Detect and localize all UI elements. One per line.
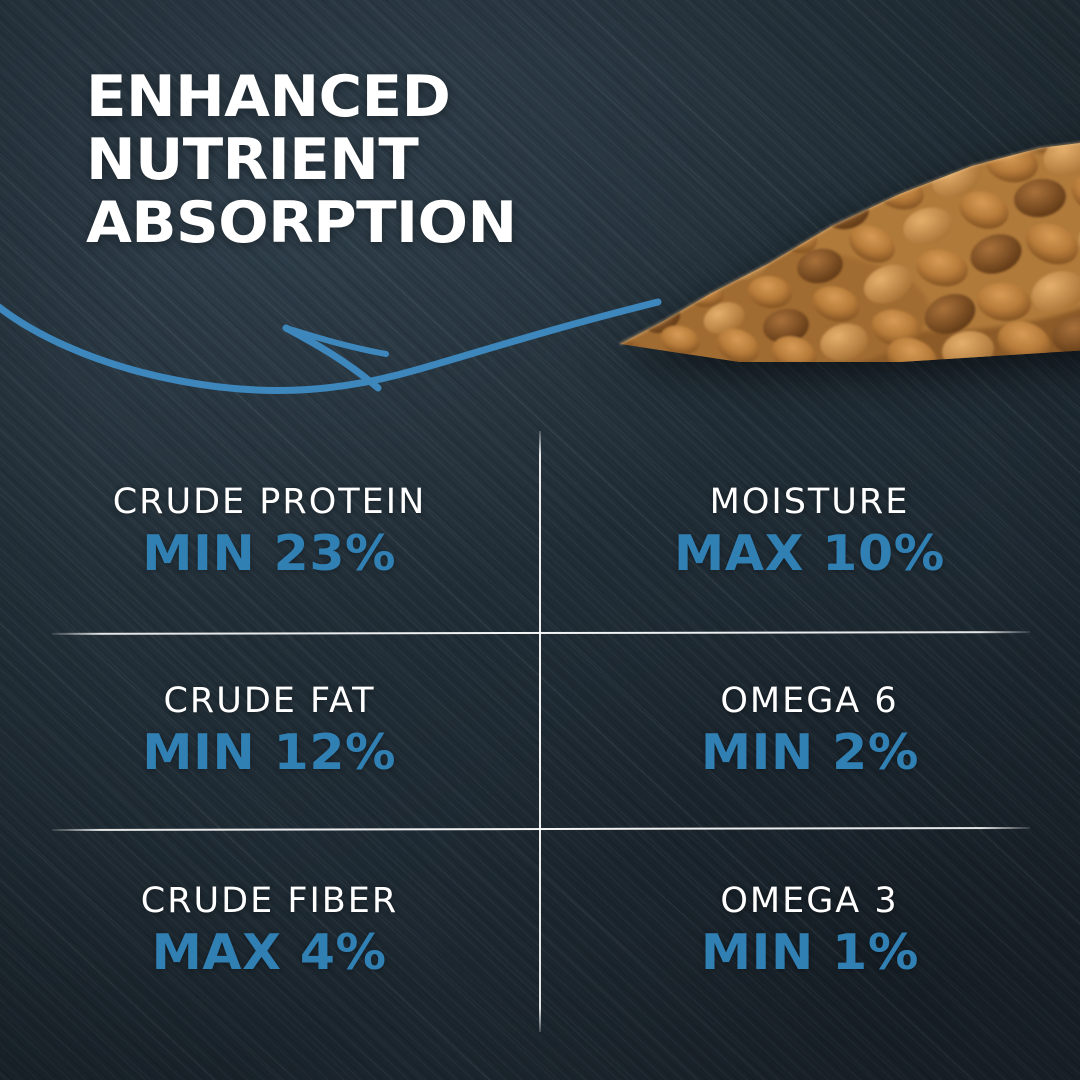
nutrient-label: CRUDE FIBER xyxy=(140,880,399,921)
headline-line-2: NUTRIENT xyxy=(86,127,419,193)
nutrient-amount: MIN 23% xyxy=(142,525,397,582)
nutrition-cell: CRUDE PROTEIN MIN 23% xyxy=(0,431,539,632)
nutrient-label: OMEGA 3 xyxy=(720,880,899,921)
headline-line-1: ENHANCED xyxy=(86,64,451,130)
nutrition-grid: CRUDE PROTEIN MIN 23% MOISTURE MAX 10% C… xyxy=(0,431,1080,1032)
kibble-pile-image xyxy=(600,86,1080,386)
nutrient-amount: MIN 1% xyxy=(700,923,919,981)
nutrition-cell: OMEGA 6 MIN 2% xyxy=(539,632,1080,828)
nutrition-cell: OMEGA 3 MIN 1% xyxy=(539,828,1080,1032)
nutrient-amount: MIN 12% xyxy=(142,723,397,781)
nutrition-cell: CRUDE FAT MIN 12% xyxy=(0,632,539,828)
headline-line-3: ABSORPTION xyxy=(86,190,517,256)
nutrient-label: MOISTURE xyxy=(709,482,910,522)
nutrient-label: OMEGA 6 xyxy=(720,680,899,721)
nutrient-label: CRUDE FAT xyxy=(163,680,376,721)
nutrient-amount: MIN 2% xyxy=(700,723,919,781)
curved-arrow-icon xyxy=(0,270,666,410)
nutrition-cell: CRUDE FIBER MAX 4% xyxy=(0,828,539,1032)
divider-vertical xyxy=(539,431,541,1032)
nutrient-amount: MAX 10% xyxy=(674,525,945,582)
nutrient-amount: MAX 4% xyxy=(151,923,388,981)
nutrition-cell: MOISTURE MAX 10% xyxy=(539,431,1080,632)
nutrient-label: CRUDE PROTEIN xyxy=(112,482,427,522)
page-title: ENHANCED NUTRIENT ABSORPTION xyxy=(86,66,517,255)
